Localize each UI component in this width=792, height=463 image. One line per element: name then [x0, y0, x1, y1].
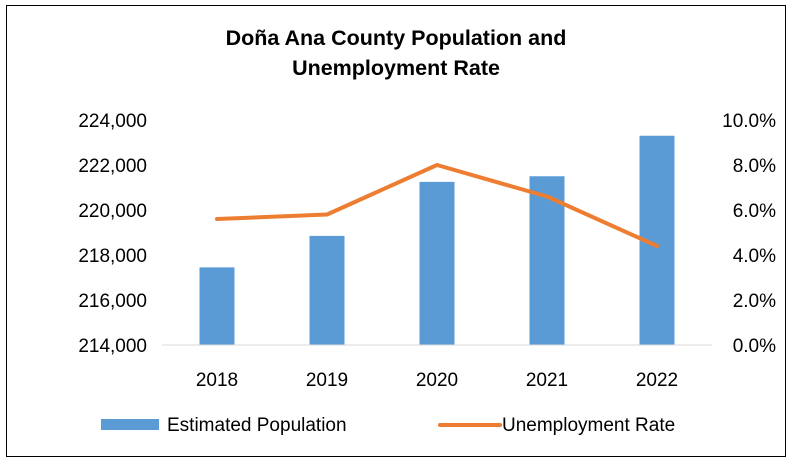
x-axis: 2018 2019 2020 2021 2022 — [196, 370, 678, 391]
right-tick-label: 8.0% — [733, 156, 776, 177]
left-tick-label: 224,000 — [78, 111, 147, 132]
legend-label-unemployment: Unemployment Rate — [502, 415, 675, 436]
right-tick-label: 2.0% — [733, 291, 776, 312]
right-tick-label: 6.0% — [733, 201, 776, 222]
right-axis: 0.0% 2.0% 4.0% 6.0% 8.0% 10.0% — [722, 111, 776, 357]
x-tick-label: 2018 — [196, 370, 238, 391]
right-tick-label: 0.0% — [733, 336, 776, 357]
legend-label-population: Estimated Population — [167, 415, 347, 436]
population-bar-2018 — [199, 267, 235, 345]
left-tick-label: 214,000 — [78, 336, 147, 357]
legend-swatch-population — [101, 419, 159, 430]
legend: Estimated Population Unemployment Rate — [101, 415, 675, 436]
x-tick-label: 2021 — [526, 370, 568, 391]
chart-title-line-2: Unemployment Rate — [292, 56, 500, 80]
right-tick-label: 4.0% — [733, 246, 776, 267]
left-tick-label: 216,000 — [78, 291, 147, 312]
left-axis: 214,000 216,000 218,000 220,000 222,000 224,0… — [78, 111, 147, 357]
left-tick-label: 218,000 — [78, 246, 147, 267]
right-tick-label: 10.0% — [722, 111, 776, 132]
population-bar-2019 — [309, 235, 345, 345]
population-bar-2020 — [419, 181, 455, 345]
population-bar-2021 — [529, 176, 565, 345]
chart-title-line-1: Doña Ana County Population and — [225, 26, 567, 50]
chart-title: Doña Ana County Population and Unemploym… — [0, 23, 792, 83]
left-tick-label: 220,000 — [78, 201, 147, 222]
unemployment-line-group — [215, 163, 659, 248]
x-tick-label: 2022 — [636, 370, 678, 391]
x-tick-label: 2019 — [306, 370, 348, 391]
left-tick-label: 222,000 — [78, 156, 147, 177]
x-tick-label: 2020 — [416, 370, 458, 391]
